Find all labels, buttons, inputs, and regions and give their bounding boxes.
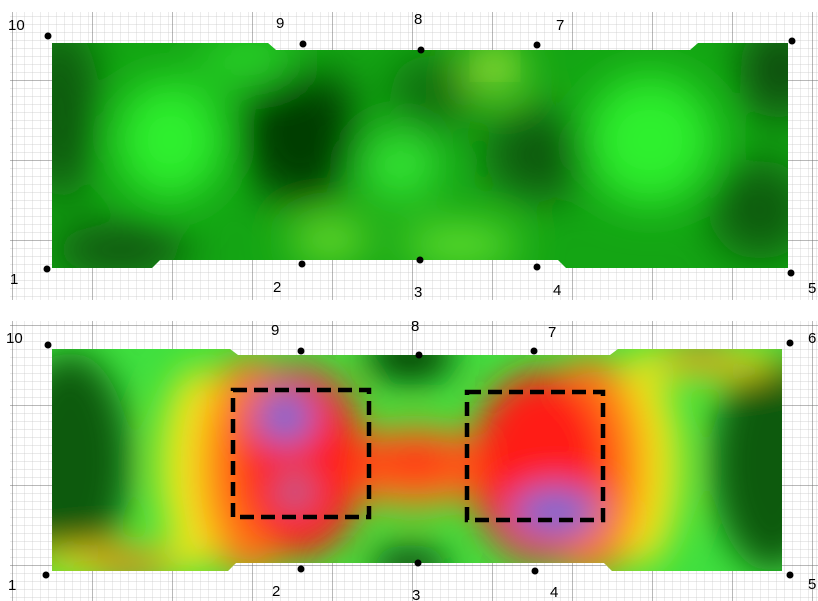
sensor-label-4: 4: [553, 282, 561, 299]
sensor-dot: [787, 269, 795, 277]
sensor-label-2: 2: [273, 279, 281, 296]
sensor-label-3: 3: [414, 284, 422, 300]
sensor-dot: [44, 341, 52, 349]
highlight-box-right: [464, 389, 606, 523]
sensor-points: [43, 32, 796, 277]
sensor-dot: [786, 339, 794, 347]
sensor-label-7: 7: [548, 324, 556, 341]
sensor-label-4: 4: [550, 584, 558, 601]
sensor-dot: [299, 40, 307, 48]
sensor-dot: [42, 571, 50, 579]
sensor-label-9: 9: [271, 322, 279, 339]
sensor-label-2: 2: [272, 583, 280, 600]
sensor-label-6: 6: [808, 330, 816, 347]
sensor-label-9: 9: [276, 15, 284, 32]
sensor-dot: [44, 32, 52, 40]
sensor-dot: [297, 347, 305, 355]
top-heatmap-surface: [52, 43, 788, 268]
sensor-label-3: 3: [412, 587, 420, 601]
sensor-dot: [414, 559, 422, 567]
bottom-heatmap-surface: [52, 349, 782, 571]
sensor-dot: [786, 571, 794, 579]
sensor-label-1: 1: [10, 271, 18, 288]
sensor-points: [42, 339, 794, 579]
sensor-dot: [533, 41, 541, 49]
top-heatmap-figure: 10 9 8 7 1 2 3 4 5: [8, 11, 818, 300]
top-sensor-map-panel: 10 9 8 7 1 2 3 4 5: [0, 0, 818, 300]
highlight-box-left: [230, 387, 372, 520]
sensor-label-5: 5: [808, 576, 816, 593]
sensor-dot: [533, 263, 541, 271]
sensor-dot: [297, 565, 305, 573]
sensor-dot: [298, 260, 306, 268]
sensor-label-8: 8: [414, 11, 422, 28]
sensor-label-10: 10: [6, 330, 23, 347]
sensor-label-7: 7: [556, 17, 564, 34]
sensor-dot: [417, 46, 425, 54]
bottom-sensor-map-panel: 10 9 8 7 6 1 2 3 4 5: [0, 317, 818, 601]
sensor-label-5: 5: [808, 280, 816, 297]
sensor-dot: [416, 256, 424, 264]
sensor-label-8: 8: [411, 318, 419, 335]
sensor-label-10: 10: [8, 17, 25, 34]
sensor-dot: [415, 351, 423, 359]
sensor-dot: [530, 347, 538, 355]
bottom-heatmap-figure: 10 9 8 7 6 1 2 3 4 5: [6, 318, 818, 601]
sensor-label-1: 1: [8, 577, 16, 594]
sensor-dot: [43, 265, 51, 273]
sensor-dot: [531, 567, 539, 575]
sensor-dot: [788, 37, 796, 45]
